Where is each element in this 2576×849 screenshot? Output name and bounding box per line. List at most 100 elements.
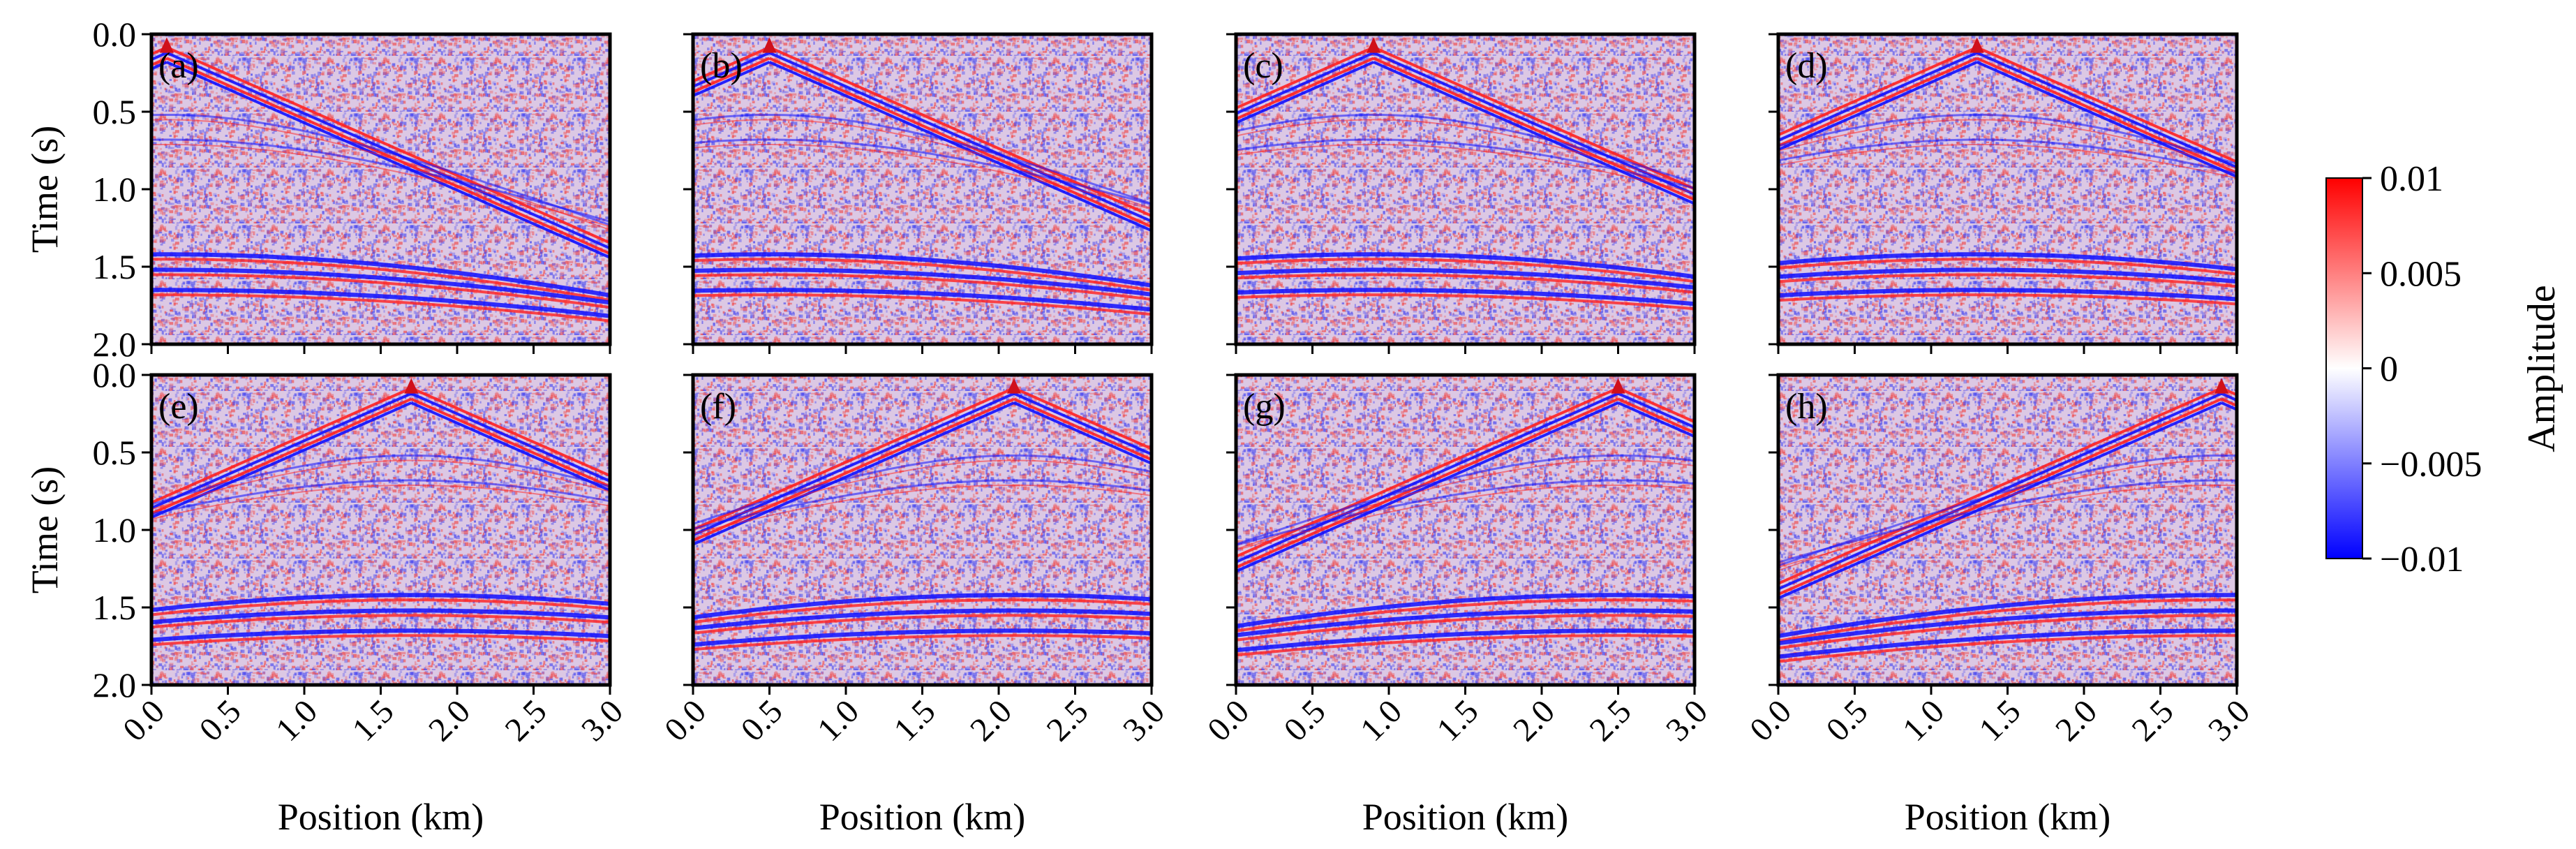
reflection-event (151, 455, 610, 505)
reflection-event (693, 479, 1152, 530)
reflection-event (693, 593, 1152, 620)
direct-wave-right (1976, 46, 2237, 163)
direct-wave-right (166, 46, 610, 244)
reflection-event (1236, 628, 1695, 653)
colorbar-tick-label: 0.01 (2380, 159, 2443, 199)
reflection-event-red (151, 614, 610, 629)
y-tick-label: 0.0 (93, 355, 137, 394)
direct-wave-right (2221, 401, 2237, 411)
direct-wave-right (410, 401, 610, 492)
reflection-event (151, 479, 610, 515)
reflection-event (1778, 479, 2237, 563)
direct-wave-right (1013, 397, 1152, 462)
reflection-event-red (1778, 293, 2237, 306)
reflection-event (1236, 113, 1695, 184)
direct-wave-right (1617, 401, 1695, 438)
reflection-event (1778, 455, 2237, 567)
x-tick-label: 1.5 (1430, 693, 1486, 748)
panel-label: (a) (158, 46, 199, 86)
x-tick-label: 0.0 (657, 693, 713, 748)
panel-g: (g) 0.0 0.5 1.0 1.5 2.0 2.5 3.0 Position (km) (1200, 373, 1715, 838)
reflection-event (1778, 114, 2237, 165)
reflection-event-red (693, 273, 1152, 301)
direct-wave-left (693, 61, 770, 98)
reflection-event-red (1236, 293, 1695, 311)
direct-wave-right (1013, 401, 1152, 465)
reflection-event (1778, 628, 2237, 659)
reflection-event-red (1236, 614, 1695, 642)
reflection-event-red (1778, 144, 2237, 179)
x-tick-label: 2.5 (2125, 693, 2181, 748)
reflection-event-red (693, 634, 1152, 651)
reflection-event-red (693, 484, 1152, 535)
x-tick-label: 2.5 (1583, 693, 1639, 748)
direct-wave-right (768, 57, 1152, 228)
reflection-event (693, 454, 1152, 525)
panel-label: (e) (158, 387, 199, 427)
colorbar-label: Amplitude (2520, 285, 2563, 452)
reflection-event (693, 288, 1152, 312)
direct-wave-left (151, 397, 412, 515)
y-axis-label: Time (s) (24, 466, 66, 594)
reflection-event-red (1236, 459, 1695, 550)
source-apex (1970, 37, 1984, 53)
reflection-event (1778, 593, 2237, 638)
reflection-event-red (151, 119, 610, 231)
colorbar-gradient (2325, 177, 2363, 559)
panel-h: (h) 0.0 0.5 1.0 1.5 2.0 2.5 3.0 Position (km) (1743, 373, 2257, 838)
direct-wave-right (166, 57, 610, 256)
colorbar-tick-label: −0.01 (2380, 540, 2464, 579)
direct-wave-right (768, 51, 1152, 223)
reflection-event-red (1236, 258, 1695, 283)
direct-wave-left (1236, 46, 1374, 110)
y-tick-label: 1.5 (93, 588, 137, 627)
x-tick-label: 1.5 (887, 693, 943, 748)
source-apex (1611, 378, 1625, 394)
direct-wave-left (1778, 387, 2222, 585)
x-tick-label: 2.0 (2048, 693, 2104, 748)
reflection-event (151, 593, 610, 612)
direct-wave-left (1236, 397, 1619, 569)
source-apex (1367, 37, 1381, 53)
direct-wave-left (1236, 57, 1374, 121)
reflection-event (1778, 252, 2237, 272)
x-tick-label: 1.0 (1896, 693, 1951, 748)
reflection-event-red (151, 485, 610, 520)
reflection-event (693, 138, 1152, 206)
reflection-event-red (151, 293, 610, 323)
reflection-event-red (151, 459, 610, 510)
panel-c: (c) (1226, 32, 1697, 354)
reflection-event-red (1778, 485, 2237, 568)
reflection-event (151, 288, 610, 318)
y-tick-label: 0.5 (93, 92, 137, 131)
panel-a: (a) 0.0 0.5 1.0 1.5 2.0 Time (s) (24, 15, 612, 364)
direct-wave-right (768, 61, 1152, 232)
colorbar-tick-label: 0 (2380, 350, 2398, 390)
direct-wave-left (1778, 46, 1978, 137)
reflection-event-red (693, 614, 1152, 635)
x-tick-label: 0.0 (1743, 693, 1799, 748)
x-tick-label: 2.5 (498, 693, 554, 748)
colorbar-ticks: 0.01 0.005 0 −0.005 −0.01 (2362, 159, 2482, 579)
x-tick-label: 0.0 (1200, 693, 1256, 748)
reflection-event-red (1236, 634, 1695, 657)
x-tick-label: 2.5 (1040, 693, 1096, 748)
direct-wave-left (151, 61, 167, 71)
reflection-event-red (693, 459, 1152, 530)
reflection-event (1778, 288, 2237, 302)
x-tick-label: 3.0 (574, 693, 630, 748)
reflection-event (693, 267, 1152, 297)
direct-wave-left (693, 46, 770, 82)
reflection-event-red (151, 273, 610, 309)
x-tick-label: 0.5 (734, 693, 790, 748)
direct-wave-right (410, 392, 610, 482)
reflection-event-red (1778, 258, 2237, 276)
x-tick-label: 1.0 (1353, 693, 1409, 748)
x-axis-label: Position (km) (819, 796, 1026, 838)
reflection-event (1236, 455, 1695, 546)
x-axis-label: Position (km) (278, 796, 484, 838)
x-tick-label: 3.0 (2201, 693, 2257, 748)
reflection-event (1778, 267, 2237, 284)
reflection-event-red (1236, 119, 1695, 189)
